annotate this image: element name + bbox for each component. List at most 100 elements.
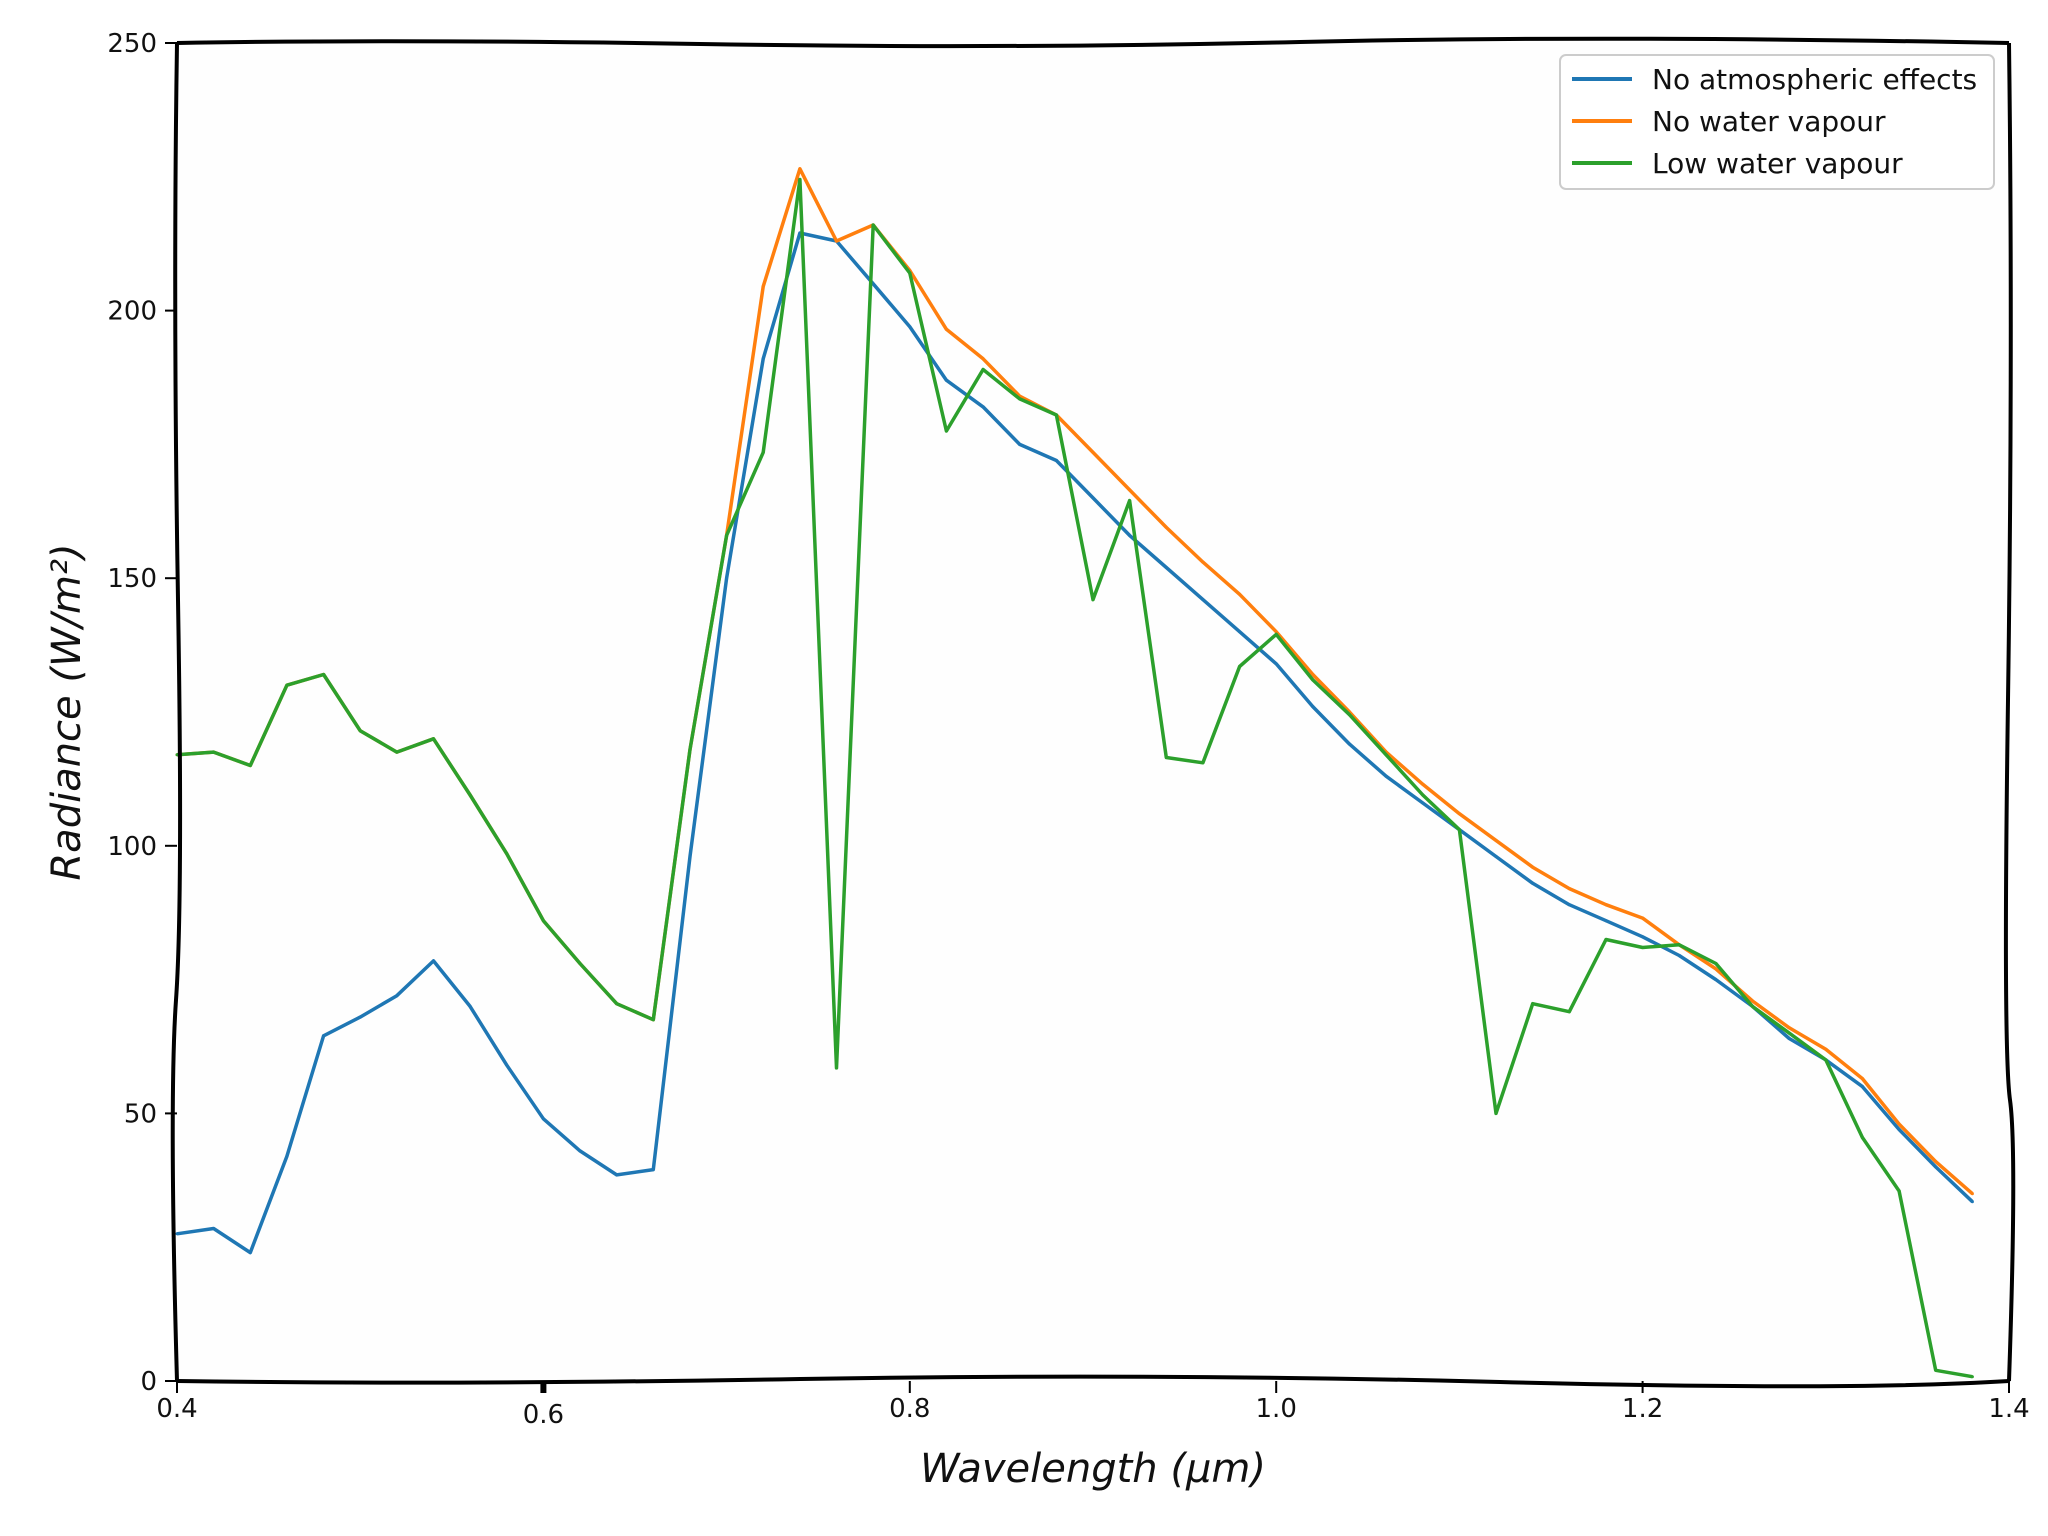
data-point <box>1201 761 1205 765</box>
data-point <box>285 683 289 687</box>
data-point <box>871 223 875 227</box>
data-point <box>1970 1375 1974 1379</box>
data-point <box>1970 1200 1974 1204</box>
plot-frame <box>170 36 2016 1389</box>
data-point <box>175 753 179 757</box>
data-point <box>175 1232 179 1236</box>
data-point <box>358 729 362 733</box>
data-point <box>1787 1026 1791 1030</box>
data-point <box>1934 1368 1938 1372</box>
x-tick-label: 0.6 <box>523 1400 564 1430</box>
data-point <box>688 748 692 751</box>
frame-right <box>2003 42 2016 1382</box>
y-tick-label: 250 <box>107 29 157 59</box>
data-point <box>468 793 472 797</box>
data-point <box>212 750 216 754</box>
data-point <box>1274 630 1278 634</box>
data-point <box>615 1173 619 1177</box>
data-point <box>1091 598 1095 602</box>
data-point <box>1421 782 1425 786</box>
y-tick-label: 100 <box>107 832 157 862</box>
data-point <box>1164 525 1168 529</box>
x-axis: 0.4 0.6 0.8 1.0 1.2 1.4 <box>156 1381 2030 1430</box>
data-point <box>1824 1047 1828 1051</box>
data-point <box>1421 801 1425 805</box>
data-point <box>1238 630 1242 634</box>
data-point <box>1604 903 1608 907</box>
data-point <box>981 357 985 361</box>
data-point <box>578 1149 582 1153</box>
data-point <box>541 919 545 923</box>
data-point <box>1054 459 1058 462</box>
data-point <box>1860 1085 1864 1089</box>
series-line-low-water-vapour <box>176 177 1973 1379</box>
data-point <box>1567 887 1571 891</box>
data-point <box>1164 566 1168 569</box>
data-point <box>1934 1165 1938 1169</box>
data-point <box>1494 855 1498 858</box>
data-point <box>908 271 912 275</box>
x-tick-label: 1.4 <box>1988 1394 2029 1424</box>
data-point <box>505 1063 509 1067</box>
data-point <box>1201 598 1205 602</box>
legend: No atmospheric effects No water vapour L… <box>1559 54 1995 190</box>
legend-label-no-water-vapour: No water vapour <box>1652 105 1886 138</box>
data-point <box>1604 938 1608 941</box>
data-point <box>1714 967 1718 971</box>
data-point <box>835 1066 838 1070</box>
x-tick-label: 0.4 <box>156 1394 197 1424</box>
data-point <box>1897 1189 1901 1193</box>
data-point <box>285 1154 289 1158</box>
y-tick-label: 150 <box>107 564 157 594</box>
data-point <box>1348 713 1351 717</box>
data-point <box>1384 753 1388 757</box>
data-point <box>1531 1002 1535 1006</box>
data-point <box>1860 1136 1864 1139</box>
x-tick-label: 1.2 <box>1622 1394 1663 1424</box>
frame-left <box>170 42 183 1382</box>
legend-box <box>1559 54 1995 190</box>
data-point <box>1751 1004 1754 1008</box>
frame-top <box>176 36 2010 49</box>
legend-label-low-water-vapour: Low water vapour <box>1652 147 1903 180</box>
data-point <box>1274 632 1278 636</box>
data-point <box>1348 742 1351 746</box>
data-point <box>944 327 948 331</box>
data-point <box>1567 1010 1571 1014</box>
data-point <box>1238 592 1242 596</box>
data-point <box>1970 1192 1974 1196</box>
data-point <box>1018 442 1022 446</box>
data-point <box>1494 1111 1498 1115</box>
legend-label-no-atmospheric-effects: No atmospheric effects <box>1652 63 1977 96</box>
data-point <box>688 855 692 858</box>
data-point <box>981 368 985 371</box>
data-point <box>1128 499 1132 503</box>
data-point <box>835 239 838 243</box>
data-point <box>1311 705 1315 709</box>
data-point <box>1641 935 1645 939</box>
data-point <box>322 673 326 676</box>
data-point <box>761 450 765 454</box>
data-point <box>322 1034 326 1038</box>
data-point <box>1934 1160 1938 1164</box>
data-point <box>761 357 765 361</box>
frame-bottom <box>176 1374 2010 1389</box>
x-axis-label: Wavelength (μm) <box>920 1446 1266 1492</box>
data-point <box>1604 919 1608 923</box>
data-point <box>432 737 435 741</box>
data-point <box>944 378 948 382</box>
data-point <box>1457 828 1461 832</box>
data-point <box>1164 756 1168 759</box>
data-point <box>1531 865 1535 869</box>
data-point <box>981 405 985 409</box>
plot-area <box>177 43 2009 1381</box>
data-point <box>1421 793 1425 797</box>
data-point <box>761 285 765 288</box>
data-point <box>725 533 729 537</box>
data-point <box>798 178 802 181</box>
data-point <box>1531 881 1535 885</box>
data-point <box>1128 488 1132 492</box>
data-point <box>1567 903 1571 907</box>
data-point <box>248 764 252 767</box>
